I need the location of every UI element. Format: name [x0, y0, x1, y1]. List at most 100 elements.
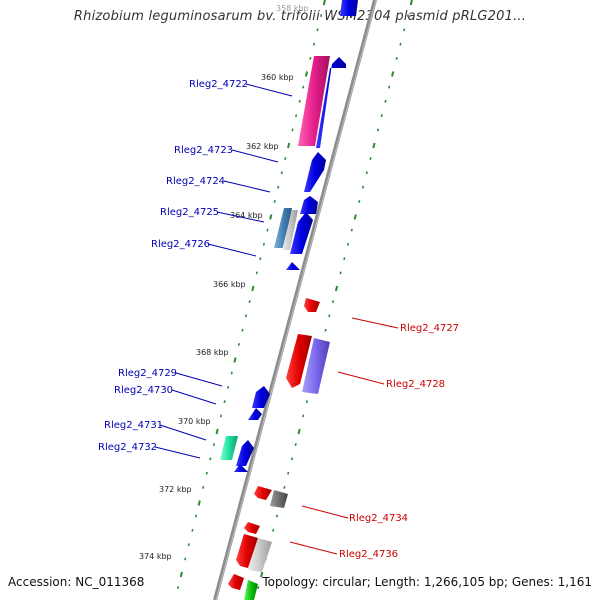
tick-label-360: 360 kbp: [261, 73, 294, 82]
minor-tick: [230, 371, 233, 375]
minor-tick: [255, 271, 258, 275]
tick-label-364: 364 kbp: [230, 211, 263, 220]
minor-tick: [227, 385, 230, 389]
map-title: Rhizobium leguminosarum bv. trifolii WSM…: [73, 9, 527, 24]
minor-tick: [380, 114, 383, 118]
tick-labels: 358 kbp 360 kbp 362 kbp 364 kbp 366 kbp …: [139, 4, 309, 561]
gene-arrow-rleg2-4736-grey[interactable]: [248, 538, 272, 572]
minor-tick: [202, 486, 205, 489]
gene-arrow-bottom-red[interactable]: [228, 574, 244, 590]
major-tick: [269, 214, 273, 220]
minor-tick: [358, 199, 361, 203]
gene-arrow-rleg2-4734[interactable]: [254, 486, 272, 500]
gene-label-rleg2-4730[interactable]: Rleg2_4730: [114, 385, 173, 396]
gene-label-rleg2-4723[interactable]: Rleg2_4723: [174, 145, 233, 156]
gene-arrow-rleg2-4731[interactable]: [236, 440, 254, 466]
minor-tick: [294, 443, 297, 447]
tick-label-368: 368 kbp: [196, 348, 229, 357]
gene-arrow-top-clipped[interactable]: [340, 0, 358, 16]
minor-tick: [212, 443, 215, 446]
minor-tick: [257, 586, 260, 590]
minor-tick: [361, 185, 365, 189]
gene-label-rleg2-4731[interactable]: Rleg2_4731: [104, 420, 163, 431]
minor-tick: [248, 300, 251, 303]
major-tick: [372, 142, 376, 149]
gene-arrow-rleg2-4736[interactable]: [236, 534, 258, 568]
minor-tick: [184, 557, 187, 561]
major-tick: [215, 428, 219, 435]
minor-tick: [290, 457, 294, 461]
forward-leader-lines: [154, 83, 293, 459]
gene-arrow-rleg2-4734-grey[interactable]: [270, 490, 288, 508]
gene-arrow-rleg2-4728[interactable]: [286, 334, 312, 388]
minor-tick: [273, 200, 276, 203]
minor-tick: [284, 157, 287, 160]
gene-label-rleg2-4728[interactable]: Rleg2_4728: [386, 379, 445, 390]
major-tick: [297, 428, 301, 435]
gene-label-rleg2-4726[interactable]: Rleg2_4726: [151, 239, 210, 250]
gene-arrow-rleg2-4726[interactable]: [286, 262, 300, 270]
gene-label-rleg2-4727[interactable]: Rleg2_4727: [400, 323, 459, 334]
minor-tick: [324, 328, 327, 332]
gene-arrow-rleg2-4731-aqua[interactable]: [220, 436, 238, 460]
gene-arrow-bottom-green[interactable]: [244, 580, 258, 600]
gene-arrow-rleg2-4725-grey[interactable]: [282, 210, 298, 250]
major-tick: [322, 0, 326, 6]
reverse-leader-lines: [289, 317, 399, 555]
gene-arrow-rleg2-4732[interactable]: [234, 464, 248, 472]
minor-tick: [223, 400, 226, 404]
gene-label-rleg2-4722[interactable]: Rleg2_4722: [189, 79, 248, 90]
gene-arrow-rleg2-4723[interactable]: [304, 152, 326, 192]
gene-arrow-rleg2-4736-top[interactable]: [244, 522, 260, 534]
major-tick: [409, 0, 413, 6]
minor-tick: [191, 528, 194, 532]
gene-arrow-rleg2-4729[interactable]: [252, 386, 270, 408]
gene-arrow-rleg2-4730[interactable]: [248, 408, 262, 420]
minor-tick: [312, 42, 316, 46]
minor-tick: [219, 414, 223, 418]
gene-label-rleg2-4732[interactable]: Rleg2_4732: [98, 442, 157, 453]
minor-tick: [320, 14, 323, 17]
gene-arrow-rleg2-4722[interactable]: [316, 57, 346, 148]
minor-tick: [275, 514, 279, 518]
minor-tick: [298, 99, 301, 103]
tick-label-366: 366 kbp: [213, 280, 246, 289]
gene-arrow-rleg2-4724[interactable]: [300, 196, 318, 214]
tick-label-374: 374 kbp: [139, 552, 172, 561]
minor-tick: [302, 414, 305, 418]
minor-tick: [388, 85, 391, 89]
sequence-backbone: [213, 0, 377, 600]
minor-tick: [331, 300, 335, 304]
major-tick: [334, 285, 339, 292]
gene-label-rleg2-4725[interactable]: Rleg2_4725: [160, 207, 219, 218]
gene-label-rleg2-4724[interactable]: Rleg2_4724: [166, 176, 225, 187]
reverse-strand-genes: [228, 298, 330, 590]
topology-summary: Topology: circular; Length: 1,266,105 bp…: [262, 575, 592, 589]
major-tick: [233, 357, 237, 363]
gene-label-rleg2-4734[interactable]: Rleg2_4734: [349, 513, 408, 524]
gene-label-rleg2-4736[interactable]: Rleg2_4736: [339, 549, 398, 560]
gene-arrow-rleg2-4722-pink[interactable]: [298, 56, 330, 146]
gene-label-rleg2-4729[interactable]: Rleg2_4729: [118, 368, 177, 379]
gene-arrow-rleg2-4728-slate[interactable]: [302, 338, 330, 394]
minor-tick: [395, 56, 398, 60]
minor-tick: [177, 586, 180, 589]
minor-tick: [187, 543, 190, 547]
minor-tick: [369, 157, 372, 161]
minor-tick: [266, 228, 269, 232]
forward-gene-labels: Rleg2_4722 Rleg2_4723 Rleg2_4724 Rleg2_4…: [98, 79, 248, 453]
major-tick: [179, 571, 183, 578]
minor-tick: [302, 85, 305, 89]
minor-tick: [350, 228, 353, 232]
minor-tick: [209, 457, 212, 461]
major-tick: [197, 500, 201, 506]
accession-text: Accession: NC_011368: [8, 575, 145, 589]
minor-tick: [259, 257, 262, 261]
gene-arrow-rleg2-4725[interactable]: [290, 212, 313, 254]
tick-label-372: 372 kbp: [159, 485, 192, 494]
gene-arrow-rleg2-4725-steel[interactable]: [274, 208, 292, 248]
gene-arrow-rleg2-4727[interactable]: [304, 298, 320, 312]
minor-tick: [280, 171, 283, 175]
